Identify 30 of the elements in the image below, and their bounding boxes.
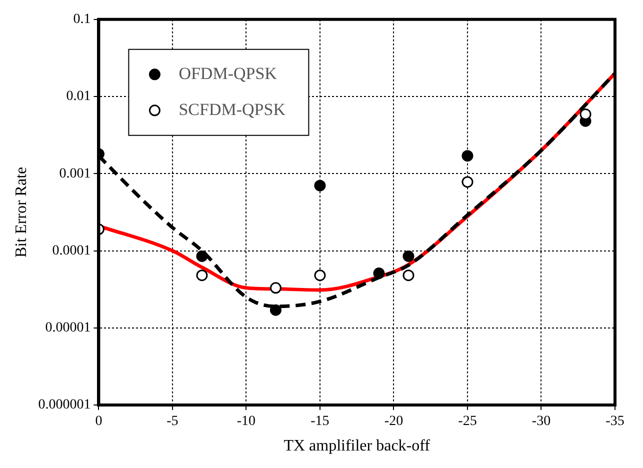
point (196, 270, 208, 282)
point (314, 180, 326, 192)
x-axis-title: TX amplifiler back-off (284, 438, 431, 455)
point (402, 270, 414, 282)
legend-label: OFDM-QPSK (178, 64, 278, 83)
y-tick-label: 0.00001 (45, 320, 91, 336)
point (580, 108, 592, 120)
y-tick-label: 0.001 (59, 166, 91, 182)
x-tick-label: -35 (606, 414, 624, 430)
y-tick-label: 0.000001 (38, 398, 91, 413)
y-axis-title: Bit Error Rate (12, 166, 30, 258)
y-tick-label: 0.01 (66, 89, 91, 104)
point (402, 250, 414, 262)
x-tick-label: -20 (384, 414, 404, 430)
point (373, 268, 385, 280)
point (270, 304, 282, 316)
point (270, 282, 282, 294)
y-tick-label: 0.0001 (52, 243, 91, 258)
y-tick-label: 0.1 (73, 12, 91, 28)
x-tick-label: -30 (532, 414, 551, 430)
legend-label: SCFDM-QPSK (178, 100, 286, 119)
point (314, 270, 326, 282)
x-tick-label: -15 (310, 414, 330, 430)
x-tick-label: -25 (458, 414, 477, 430)
point (462, 150, 474, 162)
point (462, 176, 474, 188)
x-tick-label: -10 (236, 414, 256, 430)
x-tick-label: 0 (95, 414, 102, 430)
x-tick-label: -5 (166, 414, 178, 430)
point (196, 250, 208, 262)
